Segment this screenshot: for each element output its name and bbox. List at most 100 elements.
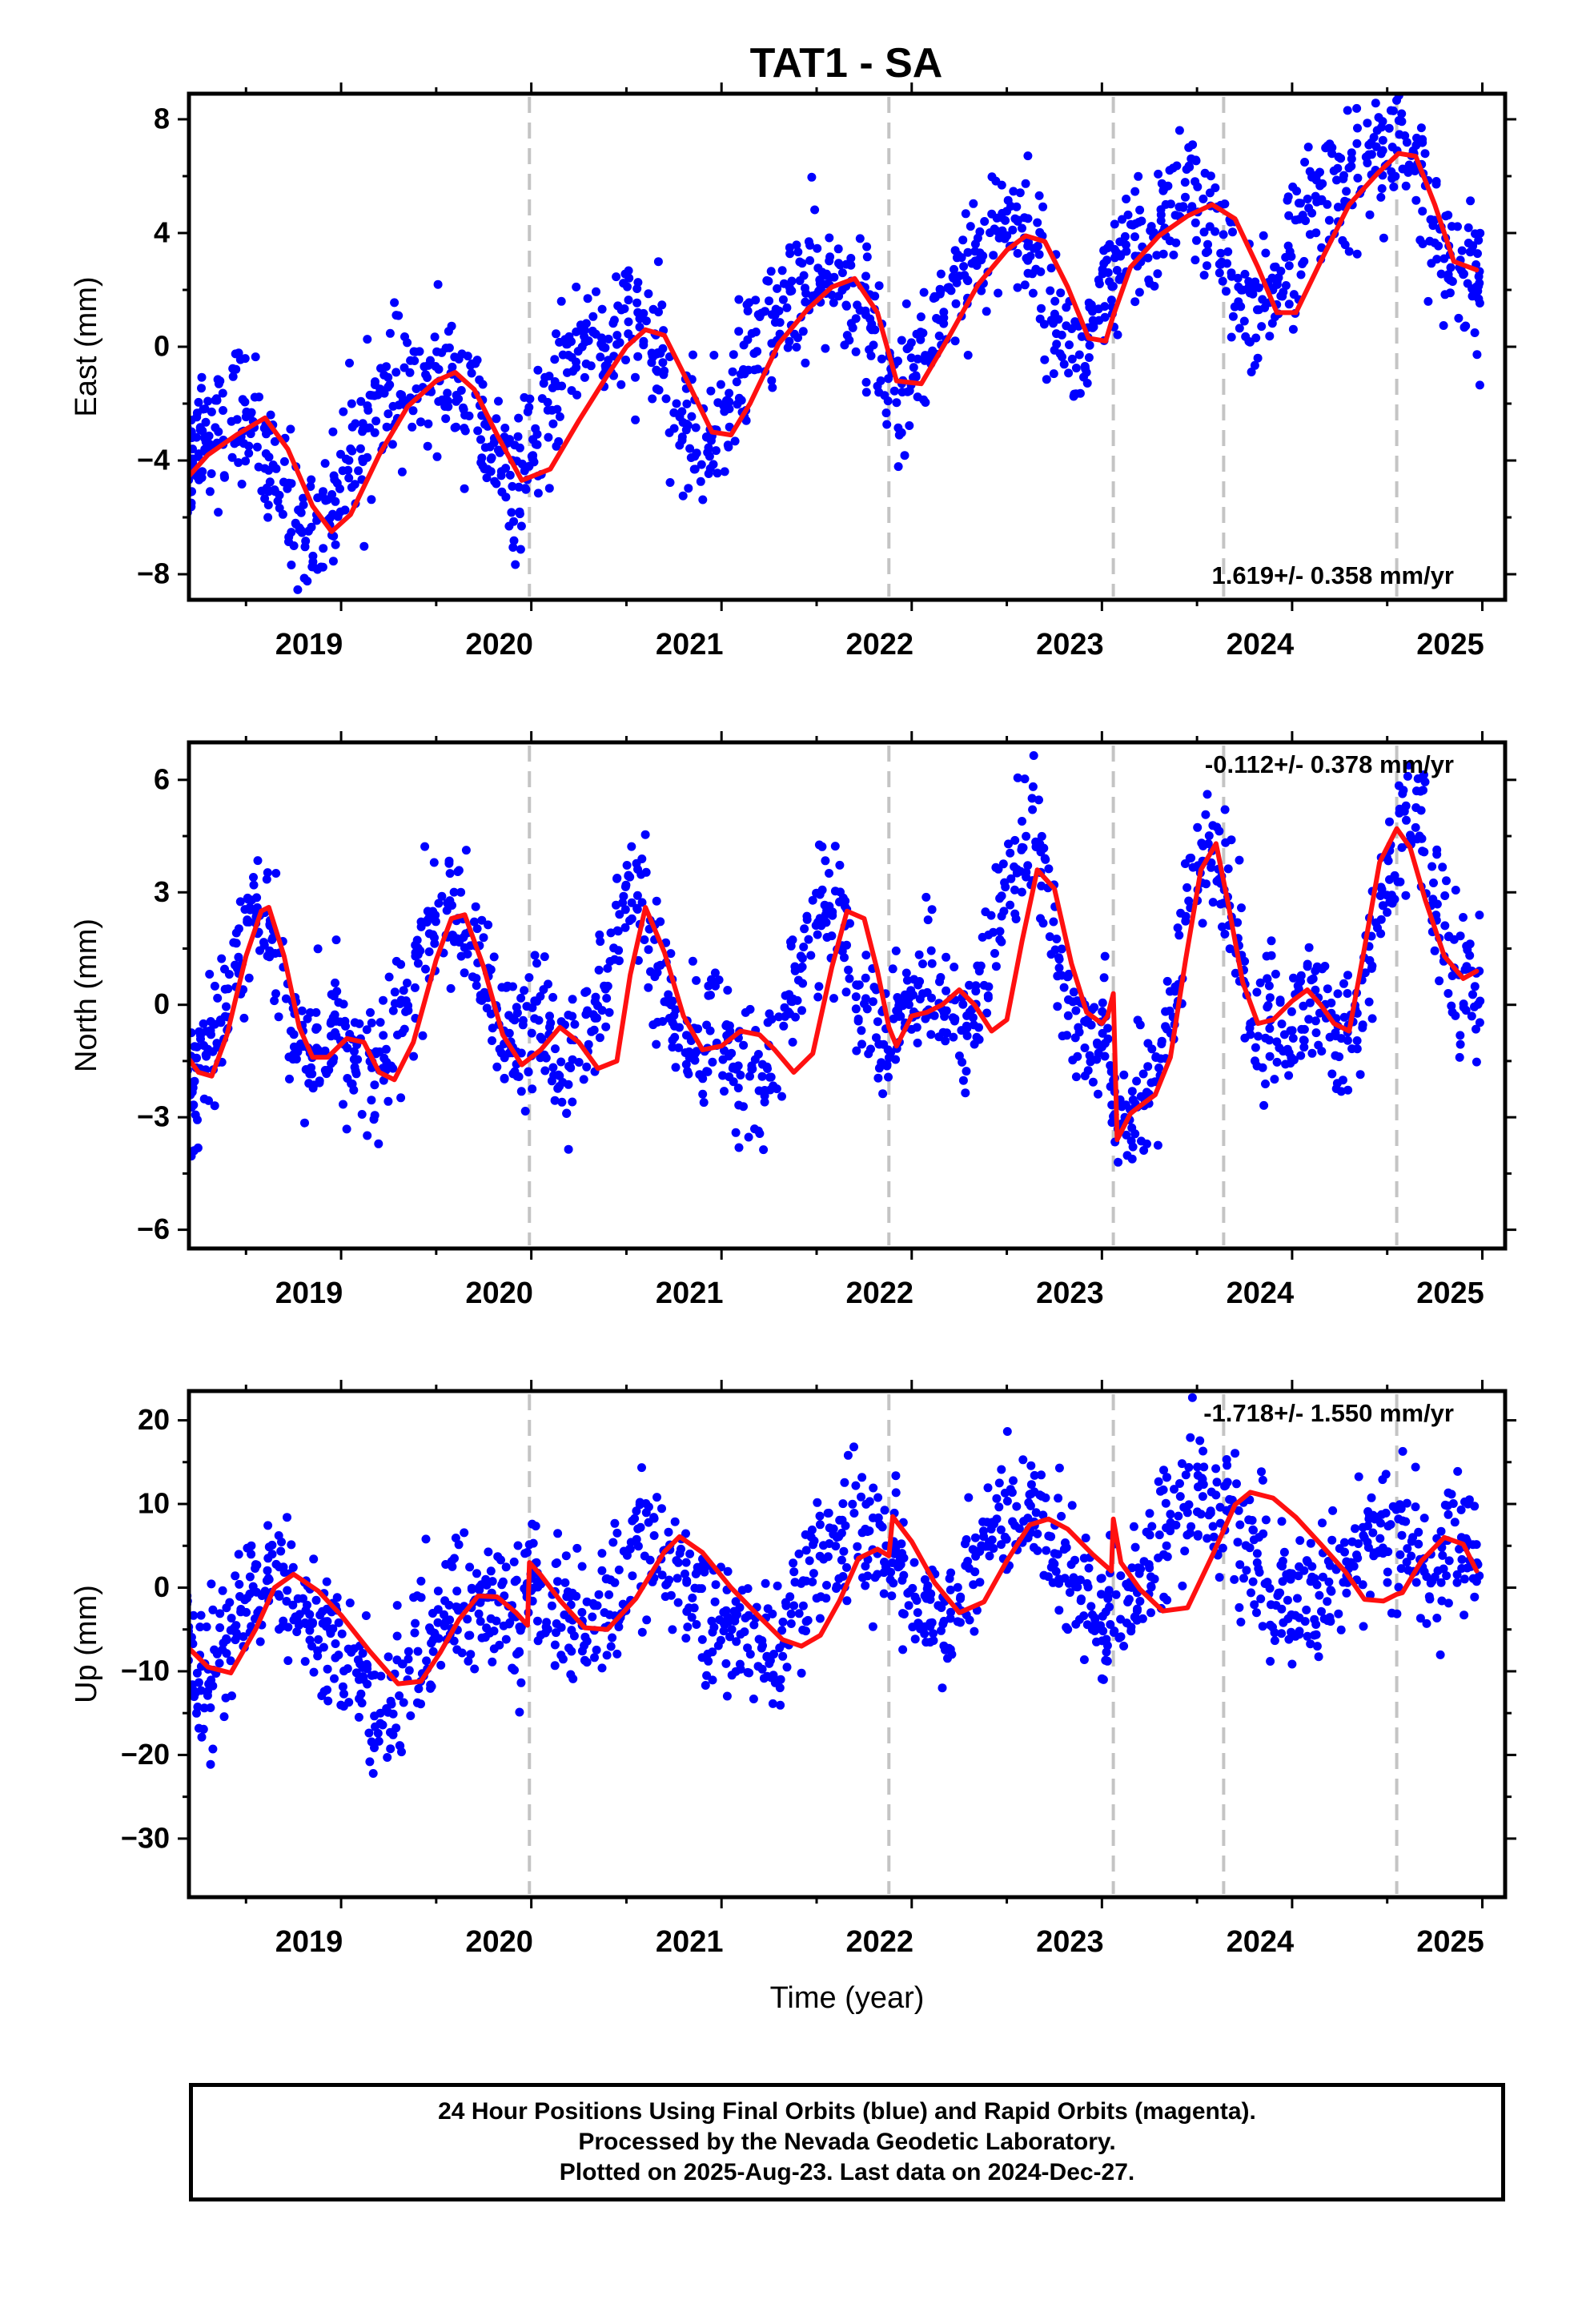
x-tick-label: 2023 — [1036, 628, 1104, 661]
data-point — [485, 1628, 495, 1638]
data-point — [747, 1063, 757, 1073]
data-point — [1175, 1479, 1184, 1488]
data-point — [673, 1598, 683, 1607]
data-point — [1420, 149, 1430, 159]
data-point — [512, 1650, 521, 1659]
data-point — [1145, 1509, 1154, 1518]
data-point — [473, 426, 483, 436]
data-point — [789, 1601, 799, 1610]
data-point — [801, 1546, 811, 1555]
data-point — [263, 868, 272, 878]
data-point — [500, 1053, 509, 1063]
data-point — [848, 323, 857, 332]
data-point — [553, 381, 563, 391]
data-point — [869, 340, 878, 350]
data-point — [687, 1613, 697, 1622]
data-point — [1159, 1466, 1168, 1475]
data-point — [1098, 1675, 1108, 1684]
data-point — [998, 859, 1008, 869]
data-point — [1146, 1608, 1155, 1618]
data-point — [1044, 1531, 1054, 1541]
data-point — [1447, 1007, 1457, 1017]
data-point — [1461, 1534, 1471, 1543]
data-point — [765, 1085, 775, 1095]
data-point — [564, 1144, 573, 1154]
data-point — [1384, 123, 1394, 133]
data-point — [1464, 223, 1473, 232]
data-point — [1261, 1515, 1271, 1525]
data-point — [673, 1574, 682, 1583]
data-point — [801, 1626, 810, 1636]
data-point — [703, 1649, 713, 1659]
data-point — [817, 885, 827, 895]
data-point — [1323, 1597, 1332, 1606]
data-point — [1119, 1642, 1129, 1651]
data-point — [1169, 250, 1178, 259]
data-point — [311, 1595, 321, 1605]
data-point — [214, 427, 223, 436]
data-point — [580, 1641, 589, 1651]
data-point — [532, 429, 542, 439]
data-point — [1026, 251, 1035, 261]
data-point — [353, 1055, 363, 1064]
data-point — [892, 398, 901, 408]
data-point — [943, 1654, 952, 1663]
data-point — [232, 415, 242, 424]
data-point — [1353, 173, 1363, 183]
data-point — [1438, 1550, 1447, 1560]
data-point — [986, 911, 996, 920]
data-point — [848, 1499, 857, 1509]
data-point — [403, 338, 412, 348]
data-point — [199, 1094, 209, 1104]
data-point — [1085, 1051, 1094, 1060]
data-point — [1424, 1592, 1434, 1602]
data-point — [532, 996, 541, 1006]
data-point — [1102, 1656, 1112, 1666]
data-point — [308, 1618, 317, 1627]
data-point — [416, 417, 425, 427]
data-point — [765, 1659, 774, 1668]
data-point — [630, 1514, 640, 1523]
data-point — [345, 1598, 355, 1608]
data-point — [199, 1019, 208, 1028]
data-point — [1367, 1493, 1376, 1502]
data-point — [379, 388, 389, 398]
data-point — [480, 443, 490, 452]
data-point — [1052, 935, 1062, 943]
data-point — [813, 1498, 822, 1507]
data-point — [962, 1067, 971, 1076]
data-point — [1097, 1590, 1106, 1599]
data-point — [265, 952, 275, 962]
data-point — [861, 388, 871, 397]
data-point — [323, 1664, 332, 1674]
data-point — [1255, 978, 1265, 987]
data-point — [448, 362, 457, 372]
data-point — [385, 380, 395, 389]
data-point — [1215, 1518, 1225, 1528]
data-point — [745, 1004, 755, 1014]
data-point — [1042, 1546, 1051, 1555]
data-point — [689, 1603, 699, 1613]
data-point — [481, 1574, 491, 1584]
data-point — [1178, 202, 1188, 211]
data-point — [691, 1569, 701, 1578]
data-point — [1122, 195, 1131, 203]
data-point — [520, 466, 529, 476]
data-point — [1191, 218, 1200, 227]
data-point — [1108, 282, 1118, 291]
data-point — [872, 1033, 881, 1043]
data-point — [335, 484, 344, 493]
data-point — [793, 975, 803, 985]
data-point — [1211, 183, 1220, 192]
data-point — [205, 487, 215, 497]
data-point — [1277, 1604, 1287, 1614]
data-point — [365, 390, 375, 400]
data-point — [858, 1573, 867, 1582]
data-point — [806, 951, 816, 960]
data-point — [1265, 1583, 1275, 1593]
data-point — [452, 1602, 461, 1611]
data-point — [1441, 211, 1451, 221]
data-point — [1347, 155, 1356, 163]
data-point — [1306, 1538, 1315, 1548]
data-point — [1343, 971, 1352, 980]
